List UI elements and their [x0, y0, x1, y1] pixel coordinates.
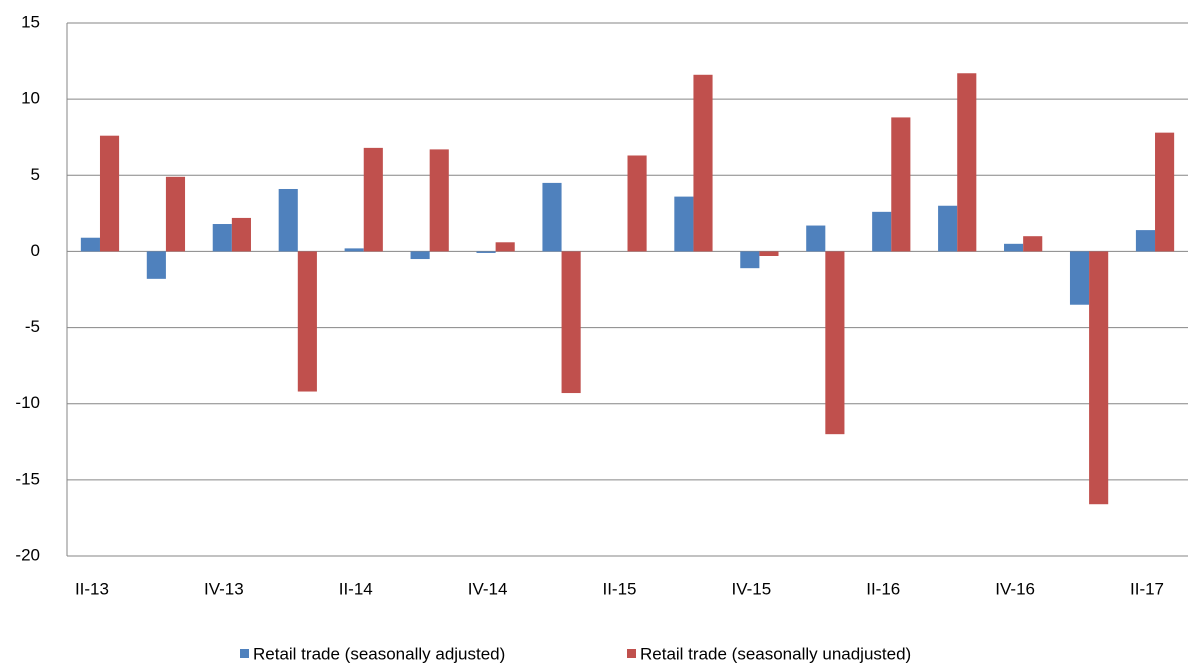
legend-label: Retail trade (seasonally unadjusted) [640, 644, 911, 663]
bar [561, 251, 581, 394]
bar [957, 73, 977, 252]
bar [410, 251, 430, 260]
bar [297, 251, 317, 392]
y-tick-label: -10 [15, 393, 40, 412]
bar [1089, 251, 1109, 505]
y-tick-label: 5 [31, 165, 40, 184]
bar [278, 188, 298, 252]
bar [146, 251, 166, 279]
bar [891, 117, 911, 252]
x-tick-label: IV-14 [468, 579, 508, 598]
bar [872, 211, 892, 252]
legend-marker [627, 649, 636, 658]
y-tick-label: -20 [15, 545, 40, 564]
legend-label: Retail trade (seasonally adjusted) [253, 644, 505, 663]
x-tick-label: II-13 [75, 579, 109, 598]
y-tick-label: -5 [25, 317, 40, 336]
bar [429, 149, 449, 252]
bar [231, 217, 251, 252]
bar [759, 251, 779, 256]
x-tick-label: II-17 [1130, 579, 1164, 598]
x-tick-label: II-15 [602, 579, 636, 598]
y-tick-label: 0 [31, 241, 40, 260]
bar [476, 251, 496, 253]
bar [674, 196, 694, 252]
bar [1069, 251, 1090, 305]
bar [363, 147, 383, 252]
x-tick-label: IV-13 [204, 579, 244, 598]
bar [627, 155, 647, 252]
x-tick-label: II-14 [339, 579, 373, 598]
bar [495, 242, 515, 252]
x-tick-label: IV-16 [995, 579, 1035, 598]
bar [1004, 243, 1024, 252]
legend-marker [240, 649, 249, 658]
y-tick-label: 10 [21, 89, 40, 108]
bar [1023, 236, 1043, 252]
x-tick-label: II-16 [866, 579, 900, 598]
bar [99, 135, 120, 252]
bar [1155, 132, 1175, 252]
x-tick-label: IV-15 [732, 579, 772, 598]
y-tick-label: 15 [21, 12, 40, 31]
bar [938, 205, 958, 252]
bar [693, 74, 713, 252]
bar [165, 176, 186, 252]
bar [740, 251, 760, 269]
bar [825, 251, 845, 435]
bar [1135, 230, 1156, 252]
bar [806, 225, 826, 252]
bar [344, 248, 364, 252]
bar [212, 224, 232, 252]
y-tick-label: -15 [15, 469, 40, 488]
bar [80, 237, 100, 252]
bar [542, 182, 562, 252]
